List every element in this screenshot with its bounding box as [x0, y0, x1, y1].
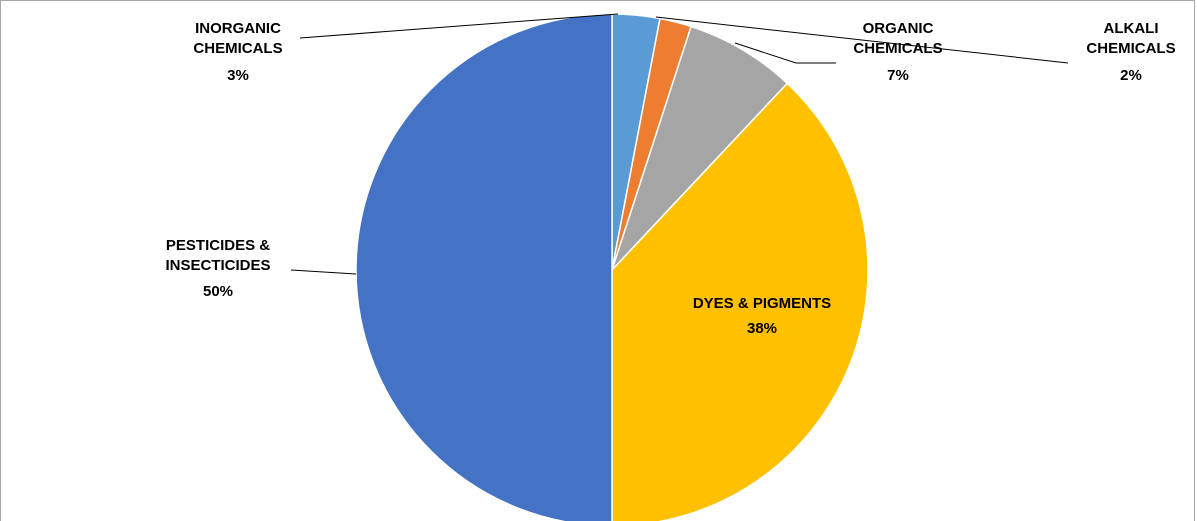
slice-name-label: ORGANIC — [863, 20, 934, 37]
slice-name-label: DYES & PIGMENTS — [693, 295, 831, 312]
leader-line — [299, 13, 619, 39]
slice-name-label: CHEMICALS — [853, 40, 942, 57]
slice-percent-label: 3% — [227, 67, 249, 84]
slice-percent-label: 50% — [203, 283, 233, 300]
pie-slice — [355, 13, 613, 521]
slice-percent-label: 2% — [1120, 67, 1142, 84]
slice-percent-label: 7% — [887, 67, 909, 84]
pie-slice — [611, 25, 789, 271]
leader-line — [655, 16, 1069, 64]
slice-percent-label: 38% — [747, 320, 777, 337]
slice-name-label: PESTICIDES & — [166, 237, 270, 254]
slice-name-label: CHEMICALS — [193, 40, 282, 57]
slice-name-label: CHEMICALS — [1086, 40, 1175, 57]
leader-line — [290, 269, 357, 275]
slice-name-label: ALKALI — [1104, 20, 1159, 37]
pie-slice — [611, 82, 869, 521]
slice-name-label: INSECTICIDES — [165, 257, 270, 274]
slice-name-label: INORGANIC — [195, 20, 281, 37]
leader-line — [734, 42, 836, 64]
